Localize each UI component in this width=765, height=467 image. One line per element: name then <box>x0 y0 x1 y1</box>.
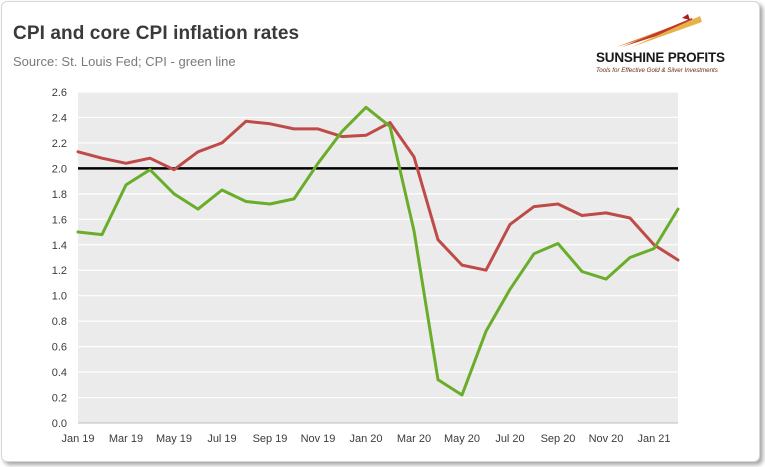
x-tick-label: Sep 19 <box>253 433 288 445</box>
y-tick-label: 2.4 <box>52 112 67 124</box>
x-tick-label: Jan 20 <box>349 433 382 445</box>
x-tick-label: Mar 19 <box>109 433 143 445</box>
x-tick-label: Nov 19 <box>301 433 336 445</box>
x-tick-label: May 20 <box>444 433 480 445</box>
chart-subtitle: Source: St. Louis Fed; CPI - green line <box>13 54 236 69</box>
y-tick-label: 2.6 <box>52 87 67 99</box>
x-tick-label: Jul 19 <box>207 433 236 445</box>
chart-title: CPI and core CPI inflation rates <box>13 23 300 44</box>
plot-area <box>78 92 678 423</box>
y-tick-label: 0.8 <box>52 316 67 328</box>
y-axis: 0.0 0.2 0.4 0.6 0.8 1.0 1.2 1.4 1.6 1.8 2.0 2.2 2.4 2… <box>52 87 67 430</box>
x-tick-label: Mar 20 <box>397 433 431 445</box>
logo-name: SUNSHINE PROFITS <box>596 50 725 65</box>
core-cpi-line <box>76 119 680 272</box>
y-tick-label: 0.6 <box>52 342 67 354</box>
cpi-line <box>76 105 680 397</box>
x-tick-label: Jan 21 <box>637 433 670 445</box>
y-tick-label: 0.4 <box>52 367 67 379</box>
y-tick-label: 0.2 <box>52 393 67 405</box>
y-tick-label: 1.6 <box>52 214 67 226</box>
sun-rays-icon <box>616 14 702 47</box>
y-tick-label: 1.0 <box>52 291 67 303</box>
sunshine-profits-logo: SUNSHINE PROFITS Tools for Effective Gol… <box>596 14 756 76</box>
x-tick-label: Jan 19 <box>61 433 94 445</box>
x-tick-label: Nov 20 <box>589 433 624 445</box>
y-tick-label: 2.2 <box>52 138 67 150</box>
logo-tagline: Tools for Effective Gold & Silver Invest… <box>596 67 718 74</box>
y-tick-label: 0.0 <box>52 418 67 430</box>
x-tick-label: Sep 20 <box>541 433 576 445</box>
x-tick-label: May 19 <box>156 433 192 445</box>
y-tick-label: 1.4 <box>52 240 67 252</box>
y-tick-label: 1.2 <box>52 265 67 277</box>
x-tick-label: Jul 20 <box>495 433 524 445</box>
series-lines <box>76 105 680 397</box>
y-tick-label: 1.8 <box>52 189 67 201</box>
y-tick-label: 2.0 <box>52 163 67 175</box>
x-axis: Jan 19 Mar 19 May 19 Jul 19 Sep 19 Nov 19 Jan … <box>61 433 670 445</box>
